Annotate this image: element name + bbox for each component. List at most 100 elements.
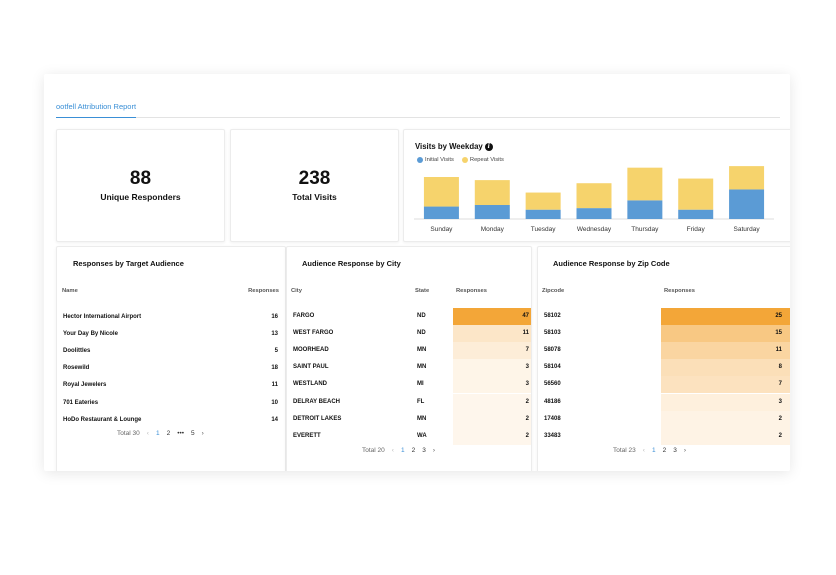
chevron-right-icon[interactable]: › <box>432 447 435 454</box>
x-tick-label: Monday <box>481 226 505 233</box>
bar-sunday-repeat[interactable] <box>423 177 459 207</box>
audience-table-card: Responses by Target Audience Name Respon… <box>56 246 286 471</box>
legend-dot-repeat <box>461 157 468 163</box>
column-header-name[interactable]: Name <box>62 288 78 294</box>
table-row[interactable]: WEST FARGO ND 11 <box>287 325 531 343</box>
bar-wednesday-repeat[interactable] <box>576 183 612 209</box>
cell-responses: 25 <box>775 313 782 319</box>
pagination: Total 30 ‹ 1 2 ••• 5 › <box>117 430 204 437</box>
heatmap-cell <box>453 325 531 343</box>
chevron-left-icon[interactable]: ‹ <box>391 447 394 454</box>
chevron-left-icon[interactable]: ‹ <box>642 447 645 454</box>
table-row[interactable]: 58104 8 <box>538 359 790 377</box>
heatmap-cell <box>453 308 531 325</box>
chevron-right-icon[interactable]: › <box>201 430 204 437</box>
table-row[interactable]: 58078 11 <box>538 342 790 360</box>
table-row[interactable]: WESTLAND MI 3 <box>287 376 531 394</box>
cell-responses: 10 <box>271 399 278 406</box>
heatmap-cell <box>453 376 531 394</box>
legend-item-initial[interactable]: Initial Visits <box>417 157 454 163</box>
table-row[interactable]: HoDo Restaurant & Lounge 14 <box>57 414 285 428</box>
x-tick-label: Thursday <box>631 226 659 233</box>
stat-label: Unique Responders <box>100 192 181 202</box>
cell-responses: 7 <box>525 347 529 354</box>
cell-responses: 11 <box>522 330 529 337</box>
cell-responses: 13 <box>271 331 278 338</box>
cell-zipcode: 17408 <box>544 415 561 422</box>
weekday-bar-chart: Sunday Monday Tuesday Wednesday Thursday Frid… <box>414 166 774 233</box>
table-row[interactable]: 33483 2 <box>538 427 790 445</box>
bar-wednesday-initial[interactable] <box>576 208 612 219</box>
table-row[interactable]: 48186 3 <box>538 393 790 411</box>
bar-thursday-initial[interactable] <box>627 200 663 219</box>
cell-state: ND <box>417 330 426 337</box>
page-1[interactable]: 1 <box>400 447 405 454</box>
table-row[interactable]: Your Day By Nicole 13 <box>57 328 285 342</box>
bar-friday-initial[interactable] <box>678 209 714 219</box>
heatmap-cell <box>661 342 790 360</box>
table-row[interactable]: DELRAY BEACH FL 2 <box>287 393 531 411</box>
table-row[interactable]: DETROIT LAKES MN 2 <box>287 410 531 428</box>
bar-tuesday-initial[interactable] <box>525 209 561 219</box>
cell-responses: 47 <box>522 313 529 319</box>
stat-value: 238 <box>298 168 331 189</box>
table-row[interactable]: Rosewild 18 <box>57 362 285 376</box>
column-header-responses[interactable]: Responses <box>456 288 487 294</box>
bar-saturday-initial[interactable] <box>729 189 765 219</box>
page-5[interactable]: 5 <box>191 430 195 437</box>
page-3[interactable]: 3 <box>422 447 426 454</box>
column-header-state[interactable]: State <box>415 288 430 294</box>
cell-zipcode: 48186 <box>544 398 561 405</box>
column-header-responses[interactable]: Responses <box>664 288 695 294</box>
heatmap-cell <box>453 410 531 428</box>
bar-friday-repeat[interactable] <box>678 178 714 210</box>
tab-attribution-report[interactable]: ootfell Attribution Report <box>56 102 137 118</box>
table-row[interactable]: Doolittles 5 <box>57 345 285 359</box>
chevron-left-icon[interactable]: ‹ <box>146 430 149 437</box>
chart-title-text: Visits by Weekday <box>415 142 483 151</box>
bar-monday-repeat[interactable] <box>474 180 510 205</box>
bar-saturday-repeat[interactable] <box>729 166 765 190</box>
bar-monday-initial[interactable] <box>474 205 510 219</box>
info-icon[interactable]: i <box>484 142 493 151</box>
table-row[interactable]: SAINT PAUL MN 3 <box>287 359 531 377</box>
column-header-zipcode[interactable]: Zipcode <box>542 288 565 294</box>
page-1[interactable]: 1 <box>651 447 656 454</box>
bar-tuesday-repeat[interactable] <box>525 192 561 210</box>
page-2[interactable]: 2 <box>411 447 416 454</box>
heatmap-cell <box>661 308 790 325</box>
column-header-responses[interactable]: Responses <box>248 288 279 294</box>
page-2[interactable]: 2 <box>166 430 171 437</box>
page-1[interactable]: 1 <box>155 430 160 437</box>
cell-zipcode: 58102 <box>544 313 561 319</box>
table-row[interactable]: 701 Eateries 10 <box>57 397 285 411</box>
column-header-city[interactable]: City <box>291 288 302 294</box>
table-row[interactable]: Royal Jewelers 11 <box>57 379 285 393</box>
x-tick-label: Saturday <box>734 226 761 233</box>
cell-responses: 2 <box>778 415 782 422</box>
legend-label: Repeat Visits <box>469 157 504 163</box>
page-ellipsis[interactable]: ••• <box>177 430 185 437</box>
table-row[interactable]: FARGO ND 47 <box>287 308 531 325</box>
cell-state: MI <box>417 381 424 388</box>
table-row[interactable]: EVERETT WA 2 <box>287 427 531 445</box>
chevron-right-icon[interactable]: › <box>683 447 686 454</box>
table-row[interactable]: MOORHEAD MN 7 <box>287 342 531 360</box>
cell-city: SAINT PAUL <box>293 364 329 371</box>
table-row[interactable]: 56560 7 <box>538 376 790 394</box>
legend-item-repeat[interactable]: Repeat Visits <box>461 157 504 163</box>
page-3[interactable]: 3 <box>673 447 677 454</box>
bar-sunday-initial[interactable] <box>423 206 459 219</box>
heatmap-cell <box>661 427 790 445</box>
bar-thursday-repeat[interactable] <box>627 167 663 201</box>
table-row[interactable]: 17408 2 <box>538 410 790 428</box>
stat-card-total-visits: 238 Total Visits <box>230 129 399 242</box>
x-tick-label: Wednesday <box>577 226 612 233</box>
heatmap-cell <box>661 410 790 428</box>
x-tick-label: Sunday <box>430 226 453 233</box>
table-row[interactable]: Hector International Airport 16 <box>57 311 285 325</box>
table-row[interactable]: 58102 25 <box>538 308 790 325</box>
cell-zipcode: 58078 <box>544 347 561 354</box>
table-row[interactable]: 58103 15 <box>538 325 790 343</box>
page-2[interactable]: 2 <box>662 447 667 454</box>
